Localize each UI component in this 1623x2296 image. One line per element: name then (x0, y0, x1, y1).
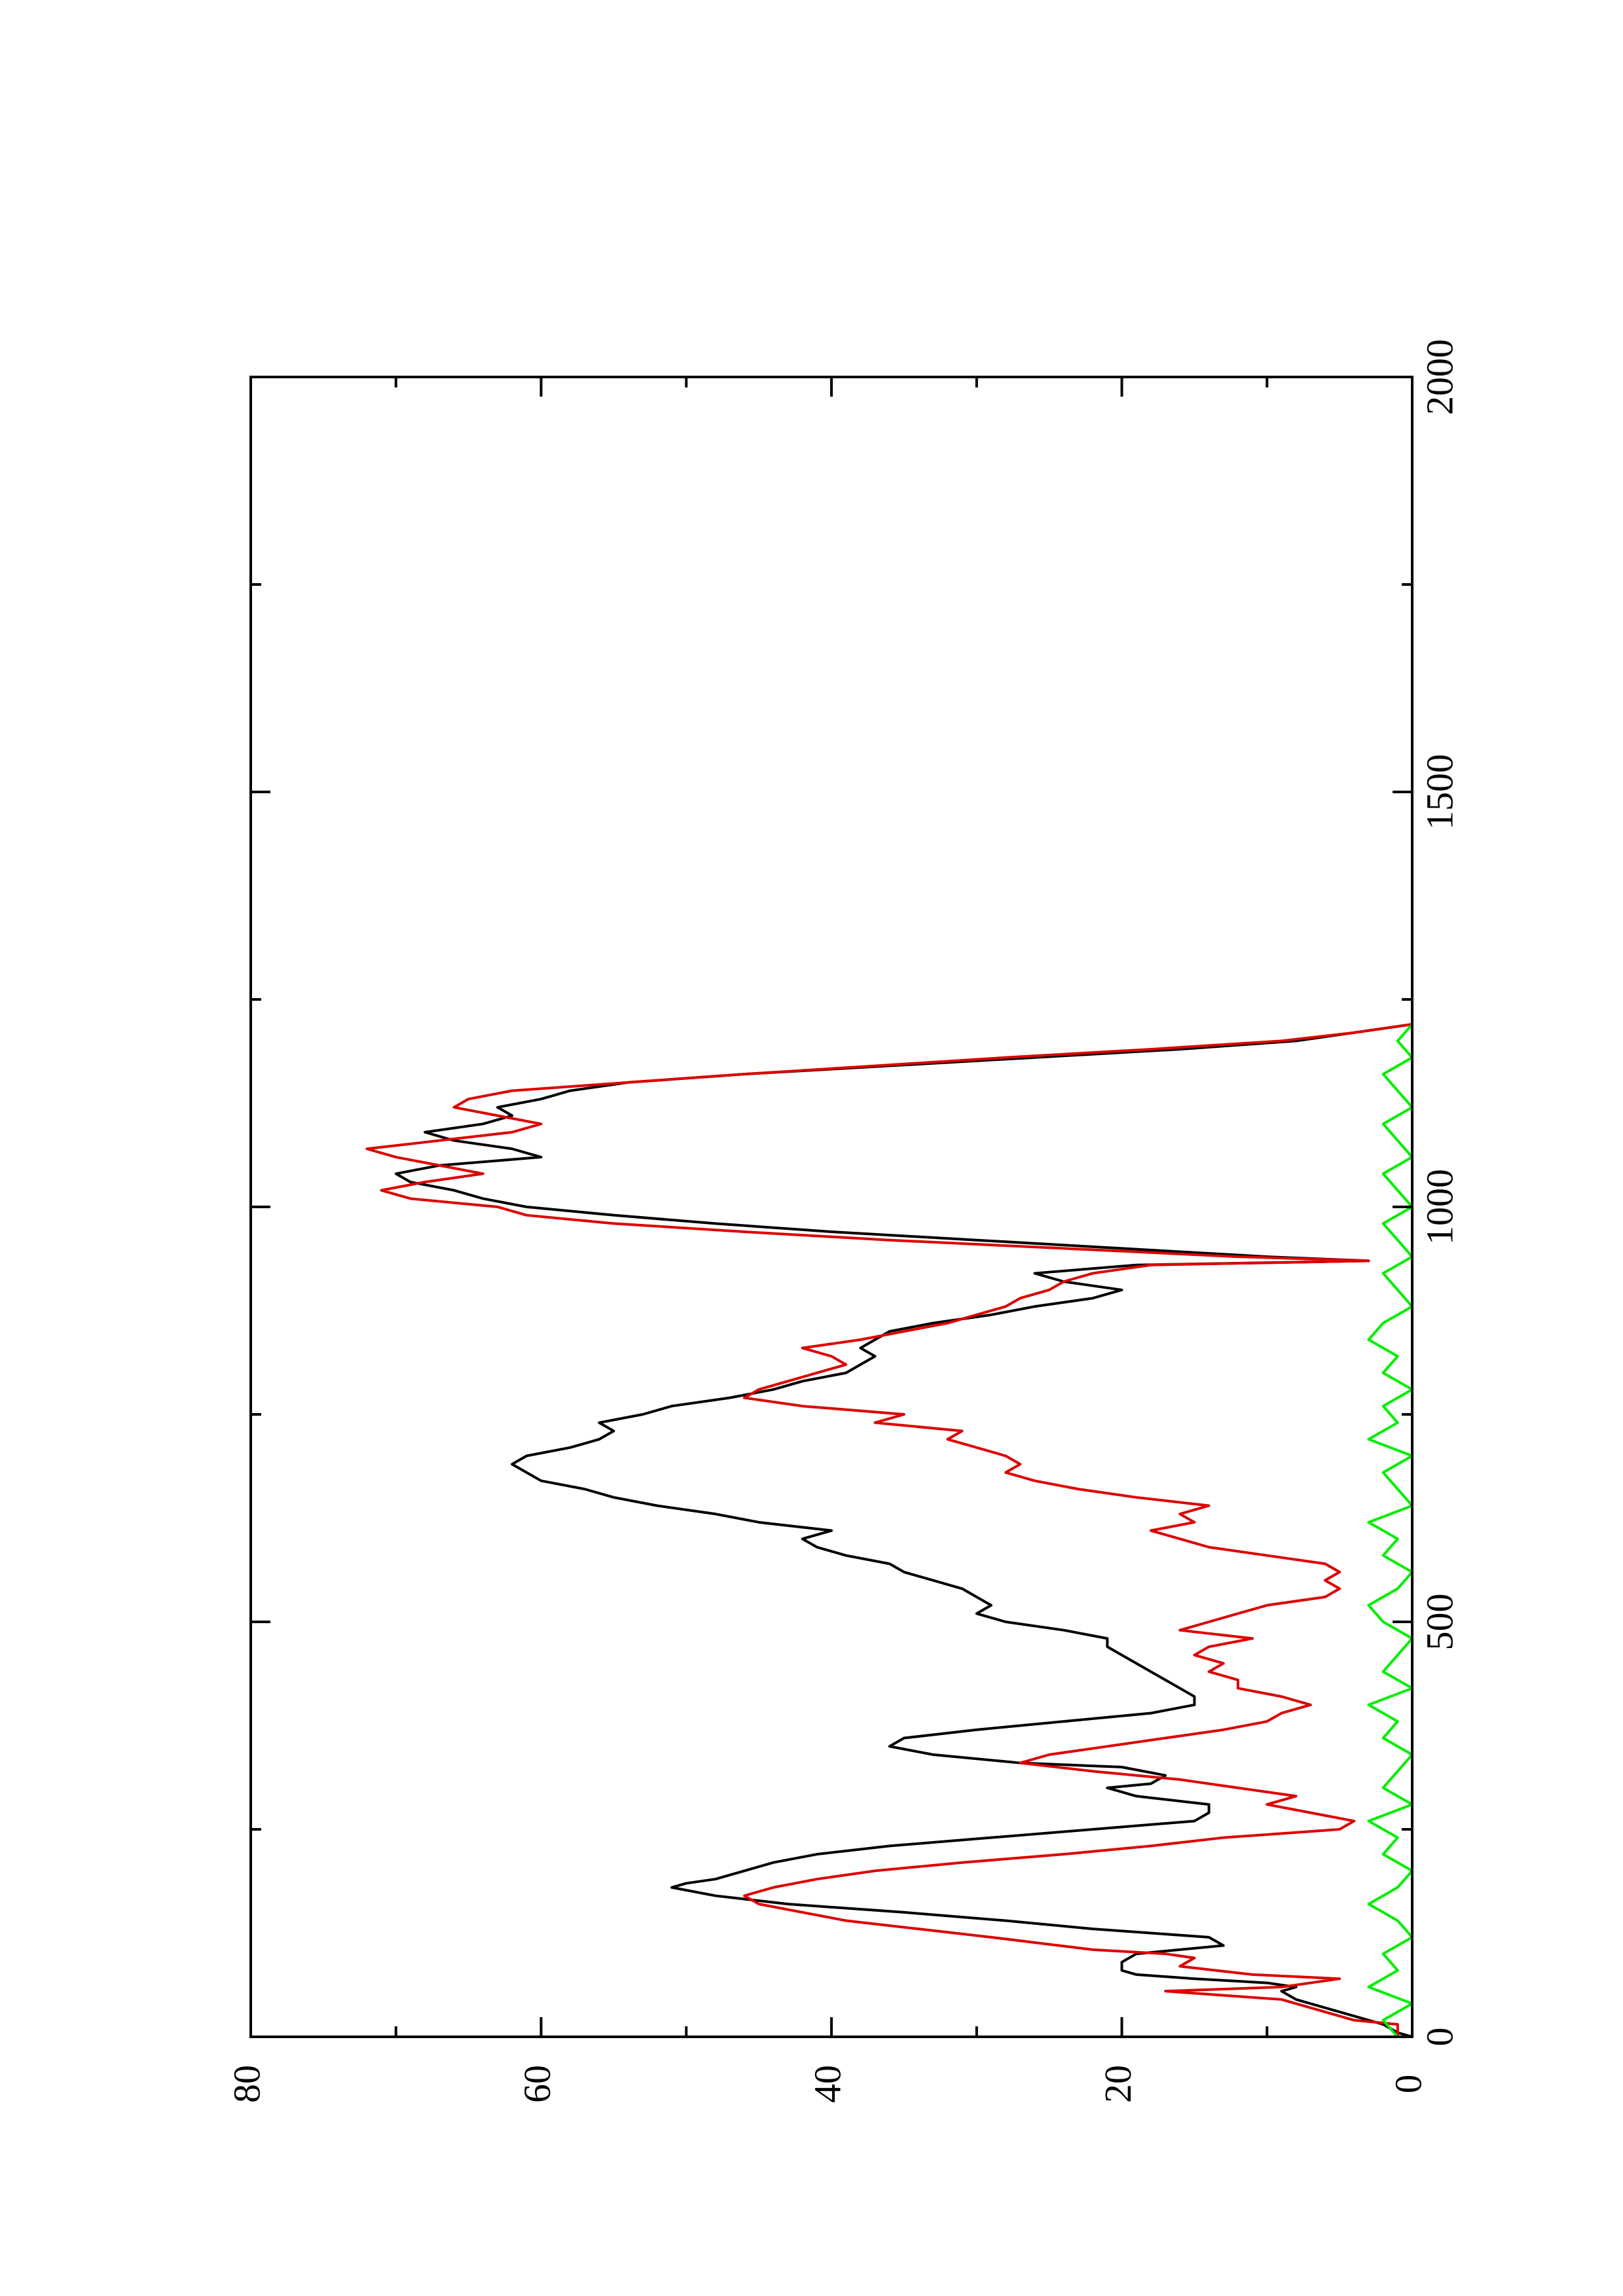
series-line-0 (394, 1023, 1413, 2038)
x-tick-label: 0 (1418, 2028, 1461, 2047)
y-tick-label: 20 (1097, 2065, 1139, 2103)
x-tick-label: 500 (1418, 1594, 1461, 1651)
series-line-2 (1367, 1023, 1413, 2038)
series-layer (365, 1023, 1413, 2038)
tick-labels-layer: 0 500 1000 1500 2000 0 20 40 60 80 (225, 339, 1461, 2103)
y-tick-label: 40 (806, 2065, 848, 2103)
y-tick-label: 60 (516, 2065, 558, 2103)
y-tick-label: 80 (225, 2065, 268, 2103)
x-tick-label: 2000 (1418, 339, 1461, 415)
series-line-1 (365, 1023, 1413, 2037)
x-tick-label: 1000 (1418, 1169, 1461, 1245)
y-tick-label: 0 (1387, 2075, 1429, 2094)
x-tick-label: 1500 (1418, 754, 1461, 830)
ticks-layer (249, 376, 1413, 2038)
